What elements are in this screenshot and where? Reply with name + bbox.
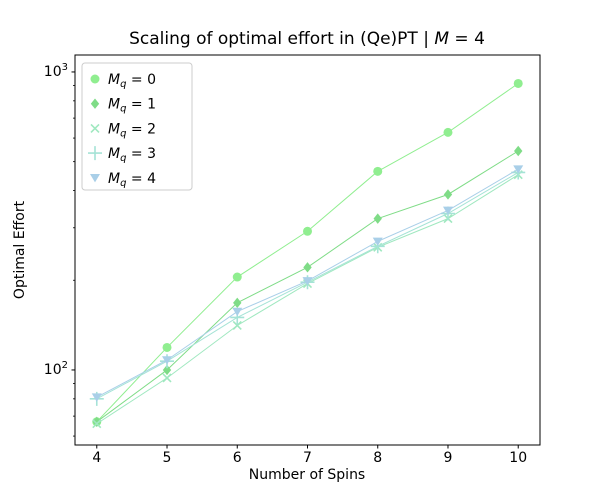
series-line — [96, 174, 519, 425]
legend: Mq = 0 Mq = 1 Mq = 2 Mq = 3 Mq = 4 — [81, 62, 193, 191]
series-1 — [92, 145, 523, 427]
data-point-diamond — [373, 213, 382, 224]
data-point-x — [90, 123, 100, 133]
x-tick-label: 7 — [303, 450, 312, 466]
legend-entry: Mq = 4 — [90, 171, 156, 189]
series-4 — [91, 165, 524, 402]
data-point-triangle-down — [302, 277, 313, 286]
data-point-x — [92, 419, 102, 429]
data-point-circle — [513, 78, 523, 88]
data-point-triangle-down — [232, 307, 243, 317]
legend-entry: Mq = 0 — [90, 72, 156, 90]
y-tick-label: 103 — [44, 62, 68, 80]
data-point-triangle-down — [442, 206, 453, 216]
legend-label: Mq = 2 — [108, 121, 156, 139]
x-tick-label: 5 — [163, 450, 172, 466]
legend-entry: Mq = 2 — [90, 121, 156, 139]
series-layer — [89, 78, 526, 429]
data-point-circle — [162, 342, 172, 352]
data-point-x — [162, 373, 172, 383]
data-point-plus — [88, 146, 102, 161]
data-point-diamond — [233, 297, 242, 309]
legend-entry: Mq = 3 — [88, 146, 156, 164]
data-point-circle — [443, 127, 453, 137]
data-point-diamond — [92, 416, 101, 427]
data-point-circle — [373, 166, 383, 176]
data-point-circle — [232, 272, 242, 282]
x-axis-label: Number of Spins — [249, 467, 365, 483]
axis-ticks: 4 5 6 7 8 9 10 102 103 — [44, 62, 527, 466]
data-point-triangle-down — [90, 174, 100, 183]
x-tick-label: 10 — [509, 450, 527, 466]
y-tick-label: 102 — [44, 360, 68, 378]
legend-box — [81, 62, 193, 191]
legend-label: Mq = 0 — [108, 72, 156, 90]
x-tick-label: 6 — [233, 450, 242, 466]
data-point-diamond — [90, 98, 100, 109]
data-point-triangle-down — [372, 237, 383, 247]
data-point-triangle-down — [513, 165, 524, 174]
x-tick-label: 9 — [444, 450, 453, 466]
x-tick-label: 4 — [92, 450, 101, 466]
chart-title: Scaling of optimal effort in (Qe)PT | M … — [129, 29, 485, 49]
data-point-triangle-down — [91, 393, 102, 402]
legend-label: Mq = 4 — [108, 171, 156, 189]
legend-label: Mq = 1 — [108, 97, 156, 115]
legend-label: Mq = 3 — [108, 146, 156, 164]
y-axis-label: Optimal Effort — [12, 200, 28, 299]
x-tick-label: 8 — [373, 450, 382, 466]
data-point-diamond — [162, 364, 172, 376]
data-point-circle — [90, 74, 100, 84]
data-point-x — [232, 320, 242, 331]
data-point-diamond — [303, 262, 312, 273]
series-3 — [89, 165, 526, 406]
data-point-triangle-down — [162, 356, 173, 365]
data-point-diamond — [443, 189, 453, 200]
series-0 — [92, 78, 523, 427]
legend-entry: Mq = 1 — [90, 97, 156, 115]
data-point-circle — [303, 226, 312, 236]
data-point-diamond — [514, 145, 523, 157]
series-2 — [92, 170, 523, 429]
